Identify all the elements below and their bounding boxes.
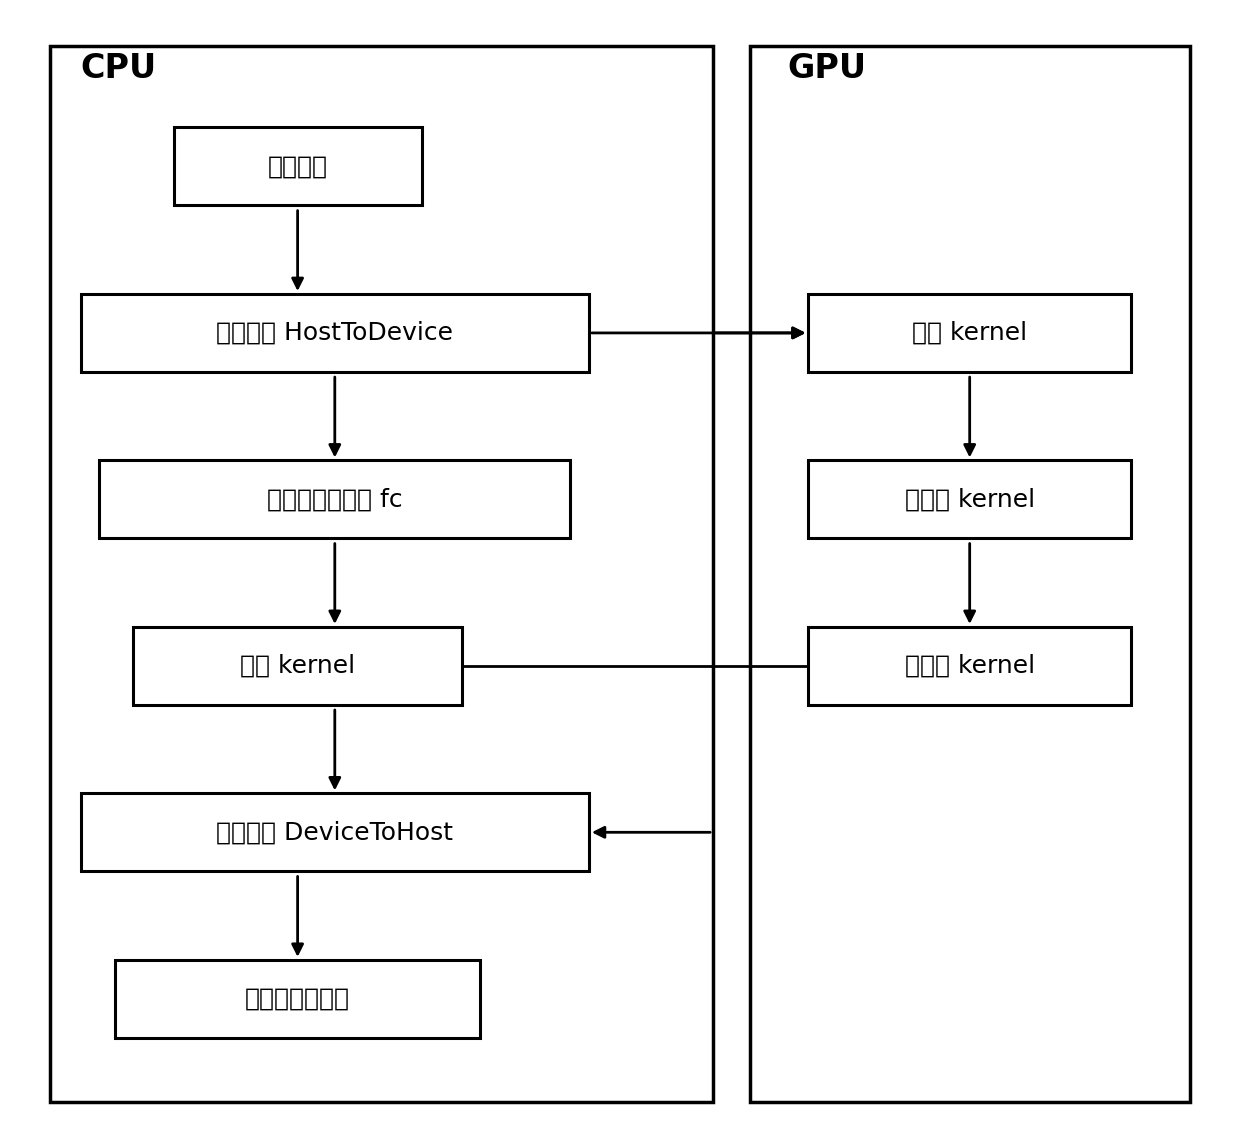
Bar <box>133 627 461 705</box>
Text: 执行 kernel: 执行 kernel <box>241 654 355 677</box>
Bar <box>174 127 422 205</box>
Bar <box>81 793 589 871</box>
Bar <box>808 627 1131 705</box>
Text: 变频 kernel: 变频 kernel <box>913 321 1027 344</box>
Bar <box>81 294 589 372</box>
Text: 重采样 kernel: 重采样 kernel <box>905 488 1034 511</box>
Bar <box>50 46 713 1102</box>
Bar <box>750 46 1190 1102</box>
Bar <box>114 960 480 1038</box>
Bar <box>808 294 1131 372</box>
Text: CPU: CPU <box>81 52 156 85</box>
Text: 预处理定位频点 fc: 预处理定位频点 fc <box>267 488 403 511</box>
Text: 开始处理: 开始处理 <box>268 155 327 178</box>
Text: GPU: GPU <box>787 52 867 85</box>
Text: 数据传输 DeviceToHost: 数据传输 DeviceToHost <box>216 821 454 844</box>
Bar <box>99 460 570 538</box>
Bar <box>808 460 1131 538</box>
Text: 信道化 kernel: 信道化 kernel <box>905 654 1034 677</box>
Text: 按信道分离输出: 按信道分离输出 <box>246 987 350 1010</box>
Text: 数据传输 HostToDevice: 数据传输 HostToDevice <box>216 321 454 344</box>
